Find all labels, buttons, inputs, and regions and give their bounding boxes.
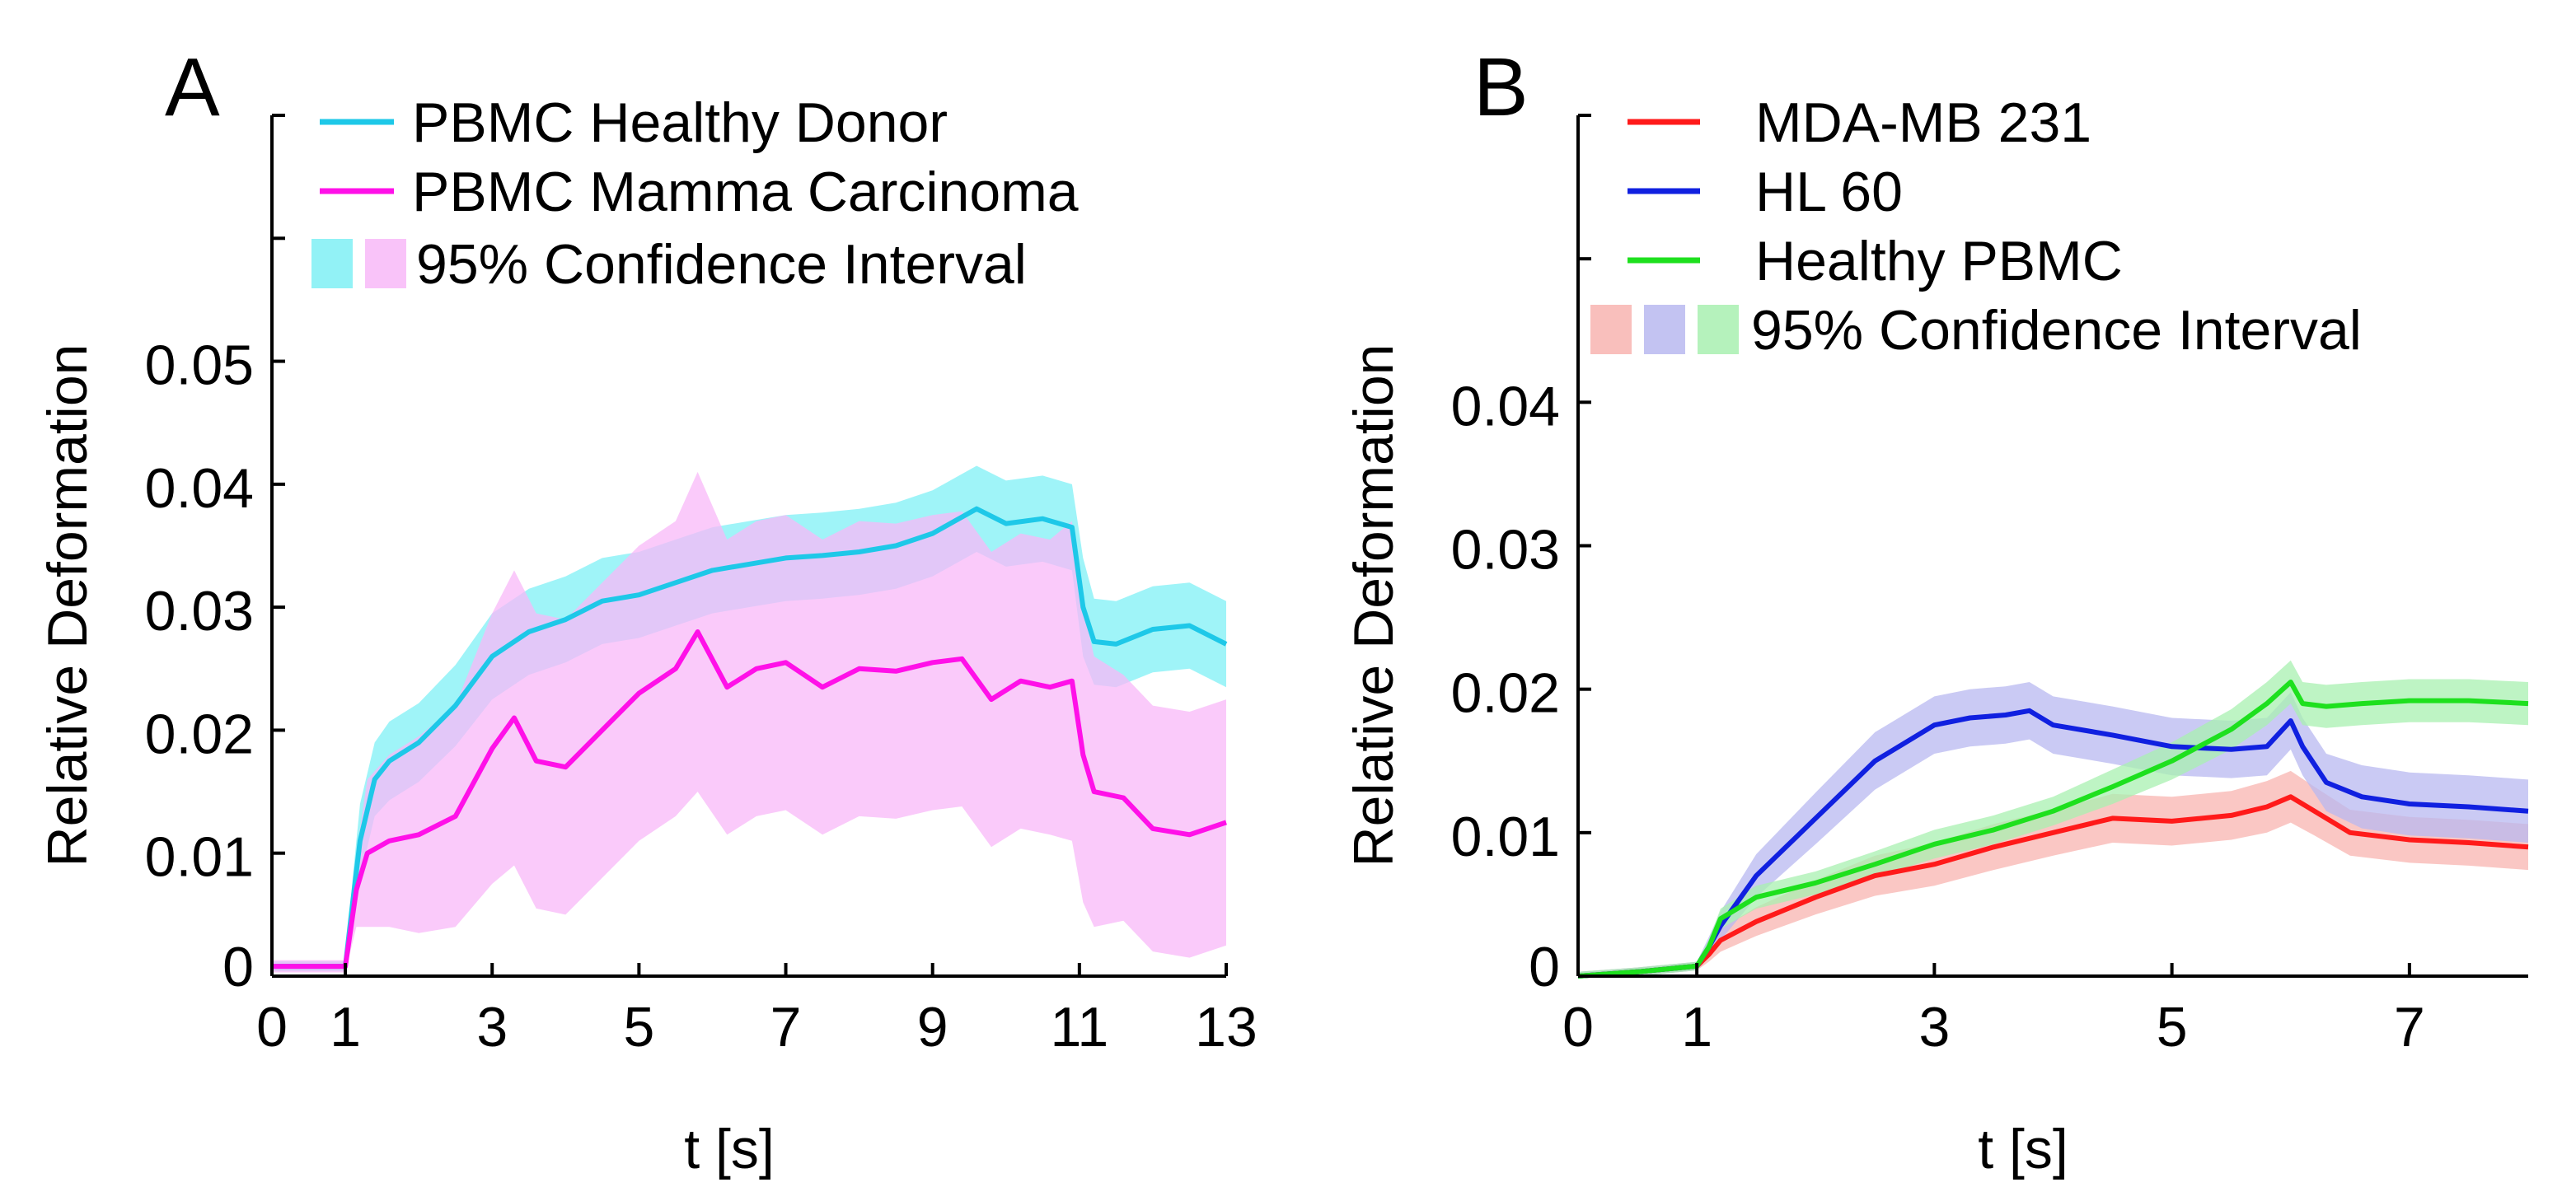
y-tick-label: 0.04 — [1451, 375, 1560, 437]
panel-b-legend: MDA-MB 231 HL 60 Healthy PBMC 95% Confid… — [1590, 91, 2362, 362]
panel-b-ticks: 0 1 3 5 7 0 0.01 0.02 0.03 0.04 — [1451, 114, 2425, 1058]
series-line-mamma-carcinoma — [272, 629, 1227, 970]
x-tick-label: 0 — [1562, 996, 1594, 1058]
legend-b-label-2: Healthy PBMC — [1755, 230, 2123, 292]
x-tick-label: 9 — [917, 996, 948, 1058]
y-tick-label: 0 — [222, 936, 254, 998]
legend-b-ci-label: 95% Confidence Interval — [1751, 299, 2362, 362]
x-tick-label: 7 — [2394, 996, 2425, 1058]
panel-a-legend: PBMC Healthy Donor PBMC Mamma Carcinoma … — [311, 91, 1079, 296]
panel-a-series-lines — [272, 506, 1228, 970]
y-tick-label: 0 — [1529, 936, 1560, 998]
x-tick-label: 1 — [1681, 996, 1712, 1058]
series-line-healthy-donor — [272, 506, 1228, 970]
x-tick-label: 1 — [330, 996, 361, 1058]
panel-b-series-lines — [1577, 680, 2529, 979]
panel-b-letter: B — [1473, 41, 1529, 133]
panel-b-chart: B MDA-MB 231 HL 60 Healthy PBMC 95% Conf… — [1342, 41, 2529, 1180]
legend-a-ci-swatch-1 — [365, 239, 406, 288]
series-line-healthy-pbmc — [1577, 680, 2529, 979]
x-tick-label: 13 — [1195, 996, 1258, 1058]
y-tick-label: 0.05 — [145, 334, 254, 397]
y-tick-label: 0.03 — [1451, 519, 1560, 582]
panel-a-x-label: t [s] — [684, 1118, 775, 1180]
legend-b-ci-swatch-2 — [1698, 305, 1739, 354]
y-tick-label: 0.02 — [145, 703, 254, 765]
x-tick-label: 11 — [1051, 996, 1109, 1058]
panel-a-chart: A PBMC Healthy Donor PBMC Mamma Carcinom… — [36, 41, 1258, 1180]
panel-b-ci-bands — [1578, 660, 2528, 976]
x-tick-label: 0 — [256, 996, 288, 1058]
legend-a-ci-label: 95% Confidence Interval — [416, 233, 1027, 296]
panel-a-letter: A — [165, 41, 220, 133]
x-tick-label: 5 — [2157, 996, 2188, 1058]
series-line-mda-mb-231 — [1577, 794, 2529, 979]
panel-b-y-label: Relative Deformation — [1342, 344, 1405, 867]
ci-band-mamma-carcinoma — [272, 471, 1226, 973]
y-tick-label: 0.01 — [1451, 806, 1560, 868]
y-tick-label: 0.01 — [145, 826, 254, 889]
legend-a-label-0: PBMC Healthy Donor — [412, 91, 948, 154]
x-tick-label: 3 — [1918, 996, 1950, 1058]
legend-b-label-1: HL 60 — [1755, 161, 1903, 223]
legend-a-label-1: PBMC Mamma Carcinoma — [412, 161, 1079, 223]
y-tick-label: 0.03 — [145, 580, 254, 643]
ci-band-hl-60 — [1578, 682, 2528, 976]
panel-a-ci-bands — [272, 465, 1226, 973]
ci-band-mda-mb-231 — [1578, 770, 2528, 976]
legend-a-ci-swatch-0 — [311, 239, 353, 288]
x-tick-label: 5 — [623, 996, 654, 1058]
panel-b-x-label: t [s] — [1978, 1118, 2068, 1180]
y-tick-label: 0.02 — [1451, 662, 1560, 725]
ci-band-healthy-pbmc — [1578, 660, 2528, 976]
legend-b-ci-swatch-1 — [1644, 305, 1685, 354]
y-tick-label: 0.04 — [145, 457, 254, 520]
legend-b-label-0: MDA-MB 231 — [1755, 91, 2091, 154]
x-tick-label: 7 — [770, 996, 802, 1058]
panel-a-y-label: Relative Deformation — [36, 344, 99, 867]
legend-b-ci-swatch-0 — [1590, 305, 1632, 354]
x-tick-label: 3 — [476, 996, 508, 1058]
